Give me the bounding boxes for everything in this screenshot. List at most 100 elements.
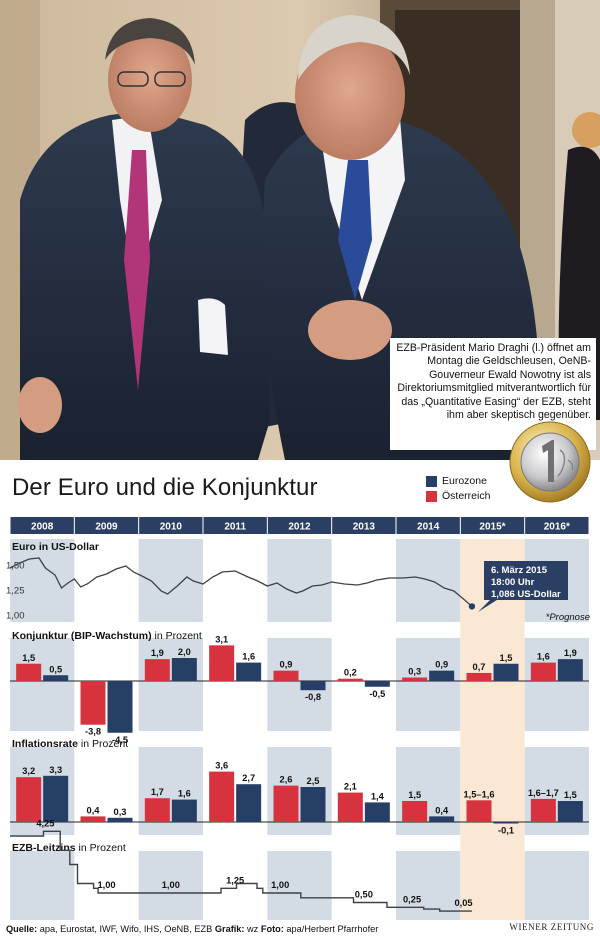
gdp-bar-austria-2013 bbox=[337, 678, 363, 681]
inflation-bar-austria-2012 bbox=[273, 785, 299, 822]
forecast-note: *Prognose bbox=[546, 612, 590, 623]
inflation-bar-austria-2013 bbox=[337, 792, 363, 822]
chart-title: Der Euro und die Konjunktur bbox=[12, 474, 318, 501]
gdp-bar-eurozone-2016* bbox=[557, 659, 583, 681]
section-separator-2 bbox=[0, 835, 600, 851]
gdp-bar-eurozone-2014 bbox=[429, 670, 455, 681]
year-label-2016*: 2016* bbox=[544, 522, 570, 533]
source-label: Quelle: bbox=[6, 924, 38, 934]
gdp-label-eurozone-2016*: 1,9 bbox=[564, 648, 577, 658]
rate-label-6: 0,25 bbox=[403, 894, 421, 904]
year-band-2016* bbox=[524, 539, 589, 920]
inflation-label-eurozone-2009: 0,3 bbox=[114, 807, 127, 817]
gdp-bar-austria-2010 bbox=[144, 659, 170, 681]
inflation-bar-eurozone-2015* bbox=[493, 822, 519, 824]
legend-swatch-eurozone bbox=[426, 475, 437, 487]
year-label-2011: 2011 bbox=[224, 522, 246, 533]
year-label-2008: 2008 bbox=[31, 522, 54, 533]
year-header-cell-2016* bbox=[525, 517, 589, 534]
gdp-bar-eurozone-2010 bbox=[171, 658, 197, 681]
gdp-bar-austria-2015* bbox=[466, 672, 492, 681]
gdp-label-austria-2013: 0,2 bbox=[344, 668, 357, 678]
gdp-panel-title: Konjunktur (BIP-Wachstum) in Prozent bbox=[12, 630, 202, 642]
inflation-bar-austria-2008 bbox=[16, 777, 42, 822]
rate-label-3: 1,25 bbox=[226, 875, 244, 885]
gdp-label-austria-2009: -3,8 bbox=[85, 727, 101, 737]
gdp-label-eurozone-2009: -4,5 bbox=[112, 735, 128, 745]
year-header-cell-2009 bbox=[74, 517, 139, 534]
gdp-title: Konjunktur (BIP-Wachstum) bbox=[12, 630, 152, 642]
year-label-2015*: 2015* bbox=[479, 522, 505, 533]
year-header-cell-2011 bbox=[203, 517, 267, 534]
rate-label-0: 4,25 bbox=[36, 818, 54, 828]
year-band-2014 bbox=[396, 539, 461, 920]
gdp-label-eurozone-2014: 0,9 bbox=[435, 660, 448, 670]
legend-swatch-austria bbox=[426, 490, 437, 502]
section-separator-1 bbox=[0, 731, 600, 747]
source-text: apa, Eurostat, IWF, Wifo, IHS, OeNB, EZB bbox=[39, 924, 213, 934]
rate-title: EZB-Leitzins bbox=[12, 842, 76, 854]
year-band-2008 bbox=[10, 539, 75, 920]
euro-annotation: 6. März 2015 18:00 Uhr 1,086 US-Dollar bbox=[478, 561, 568, 612]
inflation-label-austria-2014: 1,5 bbox=[408, 790, 421, 800]
source-footer: Quelle: apa, Eurostat, IWF, Wifo, IHS, O… bbox=[6, 924, 378, 934]
legend-label-austria: Österreich bbox=[442, 490, 491, 502]
gdp-unit: in Prozent bbox=[155, 630, 202, 642]
gdp-label-austria-2014: 0,3 bbox=[408, 667, 421, 677]
euro-panel-title: Euro in US-Dollar bbox=[12, 541, 99, 553]
inflation-label-eurozone-2016*: 1,5 bbox=[564, 790, 577, 800]
year-header-cell-2014 bbox=[396, 517, 460, 534]
year-header-cell-2012 bbox=[267, 517, 332, 534]
inflation-unit: in Prozent bbox=[81, 738, 128, 750]
euro-annotation-date: 6. März 2015 bbox=[491, 565, 548, 576]
gdp-bar-eurozone-2013 bbox=[364, 681, 390, 687]
gdp-label-austria-2016*: 1,6 bbox=[537, 652, 550, 662]
year-header-cell-2015* bbox=[460, 517, 525, 534]
euro-ytick-2: 1,00 bbox=[6, 611, 25, 622]
inflation-label-eurozone-2014: 0,4 bbox=[435, 805, 449, 815]
inflation-label-eurozone-2012: 2,5 bbox=[307, 776, 320, 786]
euro-annotation-time: 18:00 Uhr bbox=[491, 577, 535, 588]
inflation-bar-eurozone-2014 bbox=[429, 816, 455, 822]
euro-annotation-pointer bbox=[478, 598, 500, 612]
inflation-bar-austria-2014 bbox=[402, 801, 428, 822]
photo-credit-text: apa/Herbert Pfarrhofer bbox=[286, 924, 379, 934]
gdp-label-eurozone-2011: 1,6 bbox=[242, 652, 255, 662]
inflation-bar-austria-2009 bbox=[80, 816, 106, 822]
inflation-label-austria-2010: 1,7 bbox=[151, 787, 164, 797]
rate-label-1: 1,00 bbox=[97, 880, 115, 890]
inflation-label-austria-2015*: 1,5–1,6 bbox=[463, 789, 494, 799]
graphic-text: wz bbox=[247, 924, 259, 934]
inflation-bar-eurozone-2013 bbox=[364, 802, 390, 822]
gdp-bar-austria-2008 bbox=[16, 663, 42, 681]
forecast-band-sep-3 bbox=[460, 835, 525, 851]
inflation-label-austria-2012: 2,6 bbox=[280, 775, 293, 785]
inflation-bar-eurozone-2016* bbox=[557, 801, 583, 822]
inflation-bar-eurozone-2008 bbox=[43, 775, 69, 822]
gdp-label-eurozone-2013: -0,5 bbox=[369, 689, 385, 699]
gdp-label-austria-2008: 1,5 bbox=[22, 653, 35, 663]
year-label-2012: 2012 bbox=[288, 522, 311, 533]
year-label-2009: 2009 bbox=[95, 522, 118, 533]
economy-chart: 2008 2009 2010 2011 2012 2013 2014 2015* 2016* E… bbox=[0, 517, 600, 920]
section-separator-0 bbox=[0, 622, 600, 638]
gdp-label-eurozone-2012: -0,8 bbox=[305, 692, 321, 702]
inflation-label-austria-2008: 3,2 bbox=[22, 766, 35, 776]
euro-ytick-1: 1,25 bbox=[6, 586, 25, 597]
year-header-cell-2008 bbox=[10, 517, 74, 534]
inflation-bar-eurozone-2010 bbox=[171, 799, 197, 822]
inflation-label-eurozone-2011: 2,7 bbox=[242, 773, 255, 783]
year-label-2013: 2013 bbox=[353, 522, 376, 533]
gdp-bar-austria-2016* bbox=[530, 662, 556, 681]
gdp-label-austria-2011: 3,1 bbox=[215, 634, 228, 644]
one-euro-coin-icon bbox=[509, 421, 591, 503]
gdp-label-austria-2010: 1,9 bbox=[151, 648, 164, 658]
gdp-bar-eurozone-2009 bbox=[107, 681, 133, 733]
year-header-cell-2013 bbox=[332, 517, 396, 534]
gdp-bar-eurozone-2011 bbox=[236, 662, 262, 681]
gdp-bar-austria-2009 bbox=[80, 681, 106, 725]
legend-item-austria: Österreich bbox=[426, 490, 490, 502]
newspaper-logo: WIENER ZEITUNG bbox=[509, 922, 594, 932]
gdp-bar-austria-2012 bbox=[273, 670, 299, 681]
rate-unit: in Prozent bbox=[79, 842, 126, 854]
